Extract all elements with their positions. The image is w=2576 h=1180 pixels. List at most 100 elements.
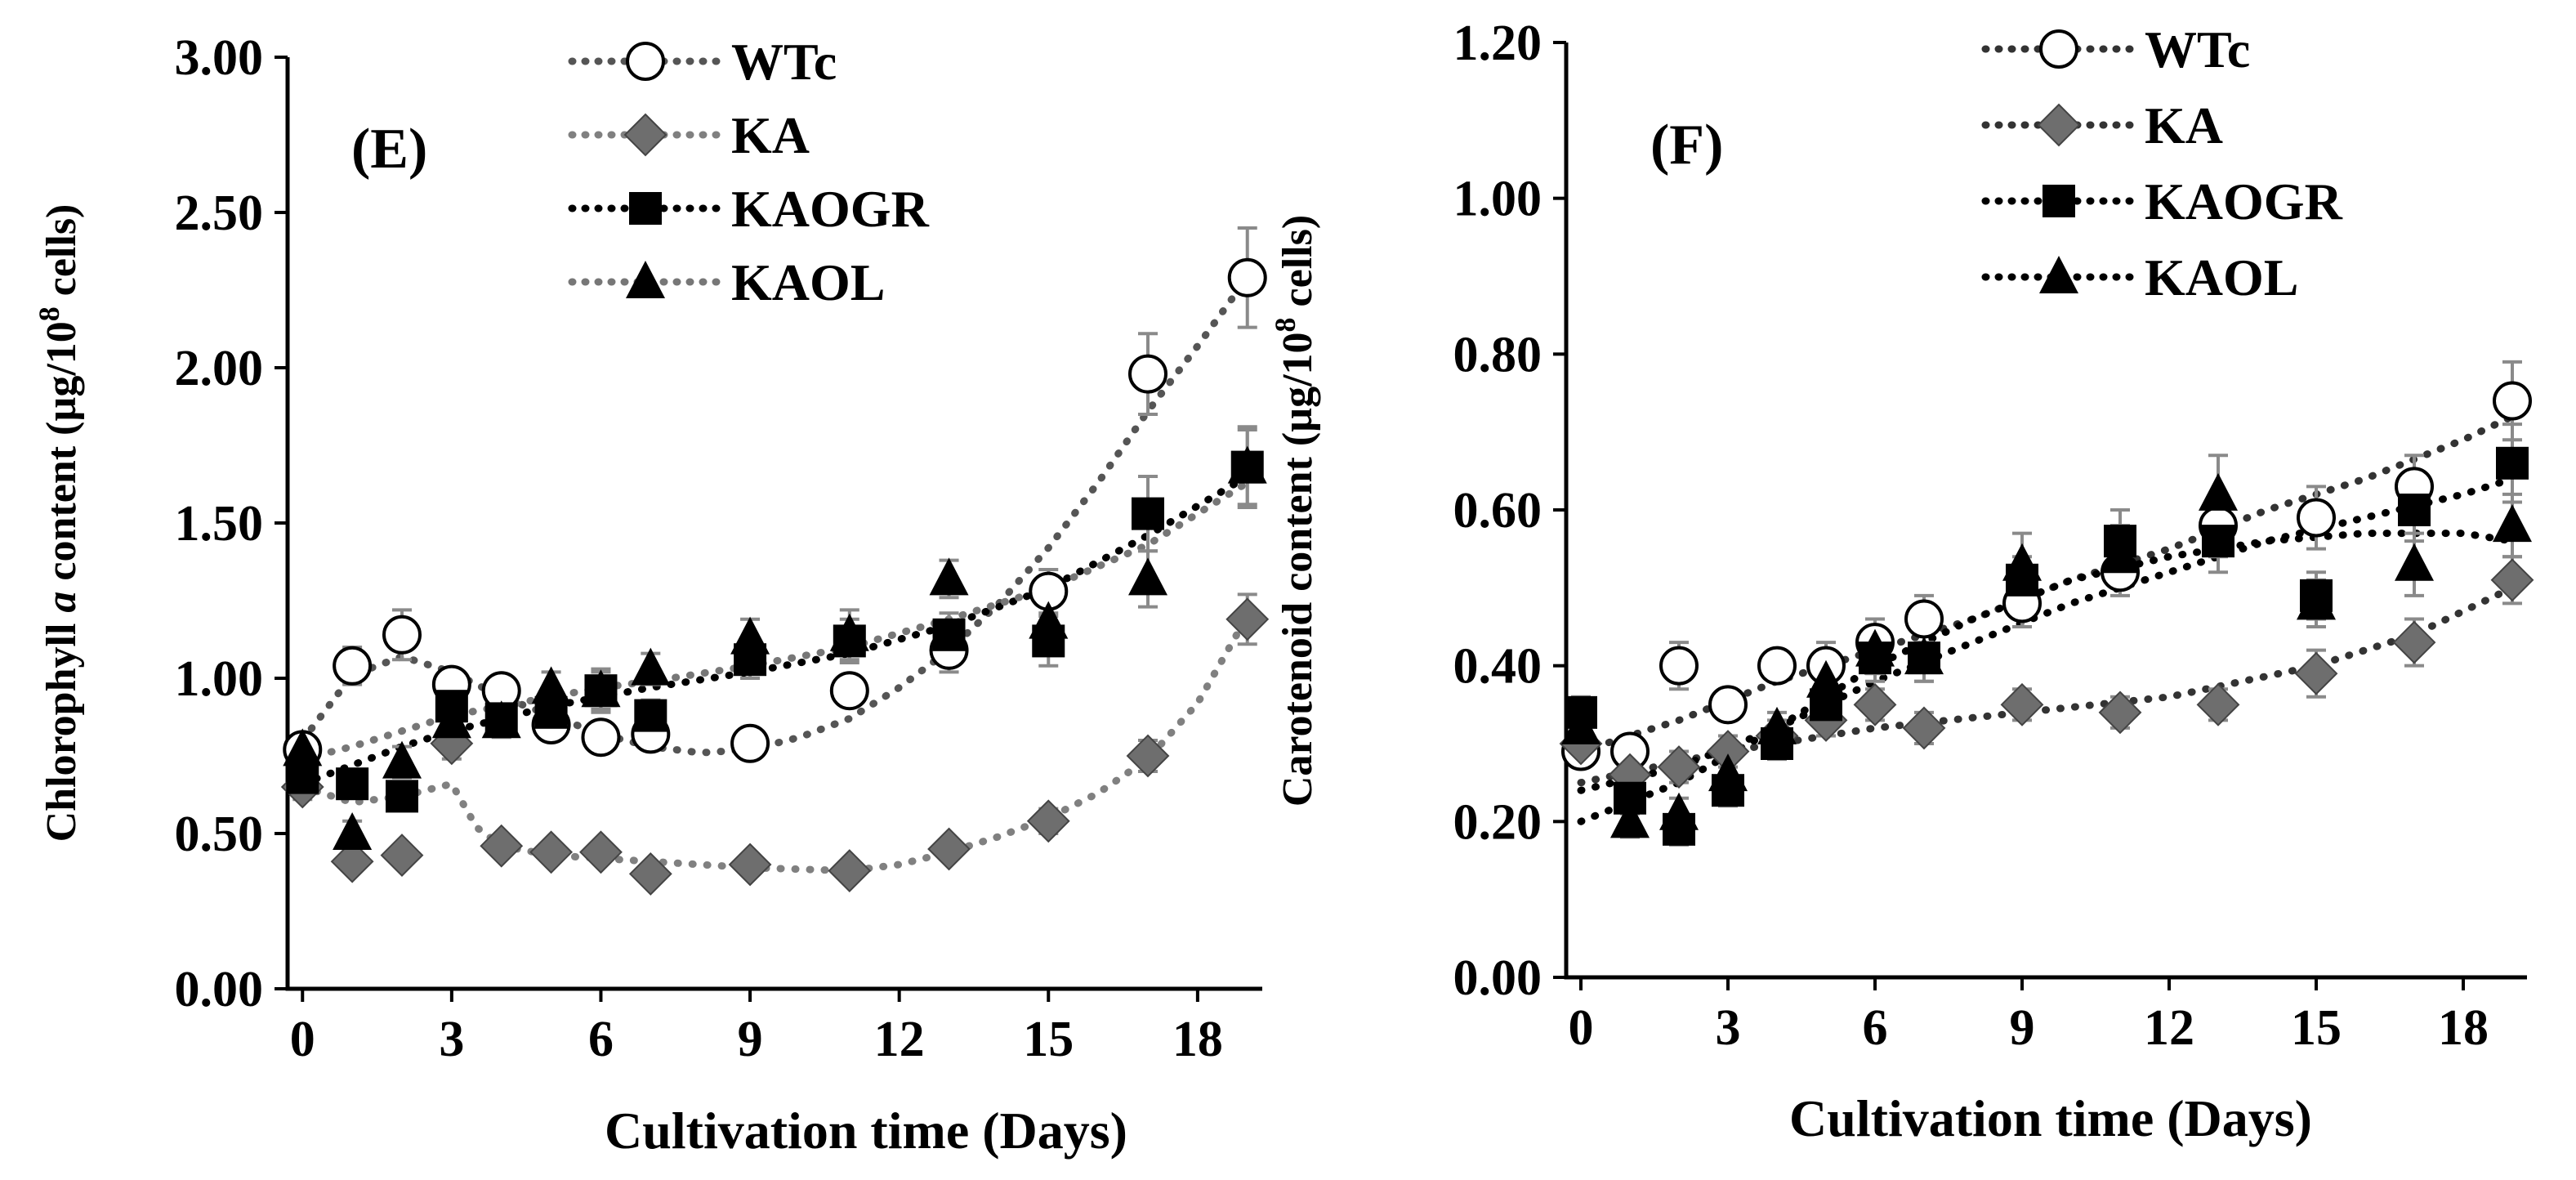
data-point-kaol [2493,504,2532,543]
data-point-kaol [1659,792,1699,830]
data-point-kaol [2199,472,2238,511]
trend-line-kaogr [298,472,1252,788]
data-point-ka [2392,620,2436,664]
x-tick-label: 18 [2438,1000,2489,1056]
y-tick-label: 2.50 [175,185,264,241]
panel-e-ticks: 0 3 6 9 12 15 18 0.00 0.50 1.00 1.50 2.00 2.50 3.00 [175,30,1223,1067]
y-tick-label: 0.60 [1453,483,1542,539]
data-point-kaol [431,700,471,739]
legend-marker-ka [2037,103,2081,147]
data-point-ka [2000,682,2044,726]
data-point-ka [1853,682,1897,726]
data-point-kaol [730,616,770,655]
panel-e-y-title-part2: a [38,592,85,613]
legend-marker-kaol [2039,256,2078,293]
data-point-ka [2294,651,2338,695]
legend-label-kaogr: KAOGR [731,180,930,238]
x-tick-label: 18 [1172,1012,1223,1067]
panel-f-x-axis-title: Cultivation time (Days) [1789,1089,2312,1147]
data-point-kaol [1029,601,1069,639]
trend-line-wtc [298,274,1252,757]
y-tick-label: 0.00 [1453,950,1542,1006]
data-point-ka [1126,734,1170,778]
x-tick-label: 12 [874,1012,925,1067]
data-point-wtc [1659,646,1699,686]
y-tick-label: 0.20 [1453,794,1542,850]
data-point-kaol [631,647,671,686]
data-point-kaol [531,666,571,704]
data-point-ka [380,834,424,878]
panel-f-y-title-part3: cells) [1275,215,1321,318]
data-point-ka [330,839,374,883]
data-point-ka [2098,691,2142,735]
chart-panel-f: 0 3 6 9 12 15 18 0.00 0.20 0.40 0.60 0.80 1.00 1.20 (… [1269,16,2534,1147]
data-point-ka [1225,597,1270,641]
data-point-kaol [829,613,869,651]
data-point-ka [529,830,574,874]
data-point-wtc [730,723,770,763]
panel-f-y-title-superscript: 8 [1269,317,1301,332]
legend-label-ka: KA [2145,96,2223,154]
data-point-wtc [1757,646,1797,686]
data-point-kaol [1806,659,1846,698]
panel-e-y-title-superscript: 8 [33,306,65,321]
panel-f-markers [1559,381,2534,846]
x-tick-label: 9 [2010,1000,2035,1056]
y-tick-label: 0.40 [1453,639,1542,695]
panel-f-y-title-part1: Carotenoid content (µg/10 [1275,332,1321,807]
x-tick-label: 15 [1023,1012,1074,1067]
data-point-kaol [382,740,422,779]
data-point-kaogr [1132,497,1165,530]
legend-label-kaol: KAOL [2145,248,2298,306]
data-point-wtc [1128,354,1168,394]
data-point-kaol [1855,628,1895,667]
panel-e-y-title-part5: cells) [38,204,85,307]
data-point-kaol [481,700,521,739]
data-point-ka [1657,745,1701,789]
data-point-kaol [283,728,323,767]
data-point-kaol [929,557,969,596]
data-point-wtc [1227,257,1267,297]
data-point-kaol [2101,535,2140,574]
y-tick-label: 0.80 [1453,327,1542,382]
chart-panel-e: 0 3 6 9 12 15 18 0.00 0.50 1.00 1.50 2.00 2.50 3.00 (… [33,30,1270,1160]
data-point-wtc [829,671,869,711]
data-point-ka [2490,558,2534,602]
data-point-wtc [1904,599,1944,639]
data-point-kaol [1757,706,1797,744]
data-point-ka [927,827,971,871]
panel-e-label: (E) [351,118,427,181]
data-point-wtc [382,615,422,655]
data-point-kaogr [932,618,966,651]
x-tick-label: 15 [2291,1000,2342,1056]
data-point-kaol [2395,543,2434,581]
data-point-ka [480,824,524,868]
legend-label-ka: KA [731,106,810,164]
legend-marker-kaogr [629,192,662,225]
data-point-wtc [333,646,373,686]
x-tick-label: 6 [588,1012,614,1067]
x-tick-label: 9 [738,1012,763,1067]
x-tick-label: 3 [1716,1000,1741,1056]
data-point-kaol [2002,543,2042,581]
legend-label-kaogr: KAOGR [2145,172,2343,230]
panel-f-label: (F) [1650,114,1723,177]
panel-e-legend: WTc KA KAOGR KAOL [568,33,930,311]
legend-marker-kaol [626,261,665,298]
legend-marker-ka [623,113,667,157]
data-point-ka [1026,799,1070,843]
legend-label-kaol: KAOL [731,253,885,311]
x-tick-label: 0 [290,1012,315,1067]
panel-f-y-axis-title: Carotenoid content (µg/108 cells) [1269,215,1321,807]
data-point-wtc [1708,685,1748,725]
panel-e-y-title-part1: Chlorophyll [38,613,85,843]
y-tick-label: 3.00 [175,30,264,86]
data-point-kaol [1610,800,1650,838]
y-tick-label: 1.00 [175,651,264,707]
data-point-kaol [1128,557,1168,596]
data-point-kaogr [385,780,418,813]
data-point-wtc [2297,498,2336,538]
legend-marker-kaogr [2042,185,2075,217]
y-tick-label: 1.50 [175,496,264,552]
